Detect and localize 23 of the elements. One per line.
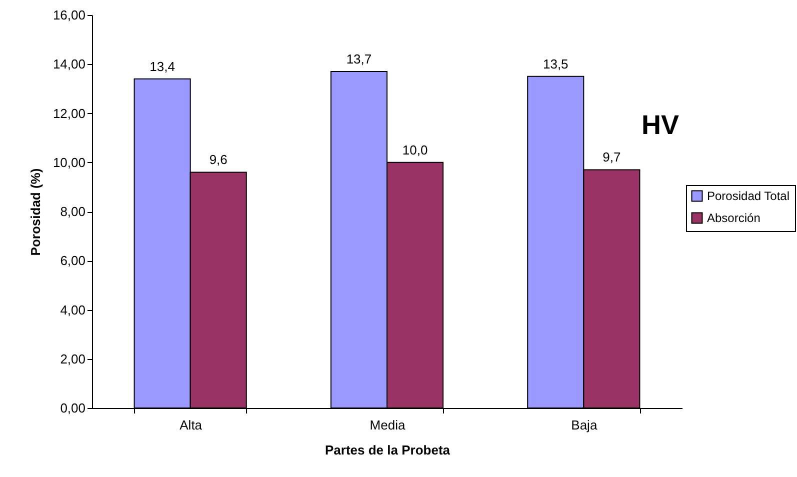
data-label: 9,7: [602, 150, 621, 165]
y-tick-label: 2,00: [60, 351, 86, 366]
y-tick-label: 12,00: [52, 106, 86, 121]
data-label: 9,6: [209, 152, 228, 168]
text: HV: [641, 110, 679, 140]
y-axis-title: Porosidad (%): [28, 168, 43, 256]
y-tick-label: 6,00: [60, 253, 86, 268]
y-tick-label: 16,00: [52, 8, 86, 22]
y-tick-label: 14,00: [52, 56, 86, 72]
legend-label: Absorción: [707, 211, 760, 225]
x-tick-label: Alta: [180, 418, 203, 432]
y-tick-label: 10,00: [52, 154, 86, 170]
y-tick-label: 4,00: [60, 302, 86, 318]
data-label: 10,0: [402, 142, 428, 158]
x-tick-label: Media: [370, 418, 406, 432]
x-axis-title: Partes de la Probeta: [325, 442, 451, 458]
legend-label: Porosidad Total: [707, 189, 790, 203]
data-label: 13,5: [542, 56, 568, 72]
x-tick-label: Baja: [571, 418, 598, 432]
y-tick-label: 8,00: [60, 204, 86, 219]
data-label: 13,7: [346, 51, 372, 66]
data-label: 13,4: [150, 58, 175, 74]
y-tick-label: 0,00: [60, 400, 86, 416]
